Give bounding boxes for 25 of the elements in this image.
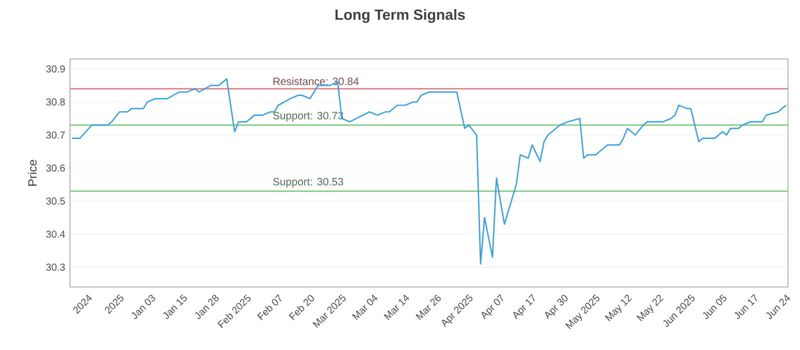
x-tick-label: Feb 07: [257, 294, 282, 320]
ref-line-label: Resistance: 30.84: [274, 77, 359, 86]
x-tick-label: Apr 17: [513, 294, 535, 320]
y-axis-title: Price: [28, 160, 37, 186]
chart-title: Long Term Signals: [336, 9, 465, 23]
x-tick-label: Mar 26: [416, 294, 441, 320]
x-tick-label: Feb 20: [288, 295, 314, 320]
y-tick-label: 30.7: [46, 131, 65, 139]
x-tick-label: Jan 03: [132, 294, 156, 320]
x-tick-label: Apr 07: [482, 294, 504, 320]
y-tick-label: 30.4: [46, 230, 65, 238]
x-tick-label: Mar 14: [384, 294, 410, 320]
y-tick-label: 30.5: [46, 198, 65, 205]
x-tick-label: Mar 04: [352, 294, 378, 320]
ref-line-label: Support: 30.53: [273, 178, 344, 188]
y-tick-label: 30.6: [46, 164, 65, 172]
x-tick-label: Jan 28: [195, 294, 219, 320]
x-tick-label: Jun 24: [766, 294, 790, 320]
x-tick-label: Jan 15: [163, 294, 187, 319]
y-tick-label: 30.8: [46, 98, 65, 106]
x-tick-label: Apr 30: [545, 294, 568, 320]
y-tick-label: 30.3: [46, 264, 65, 271]
x-tick-label: Jun 17: [734, 294, 758, 319]
x-tick-label: Jun 05: [702, 294, 726, 320]
y-tick-label: 30.9: [46, 65, 65, 72]
